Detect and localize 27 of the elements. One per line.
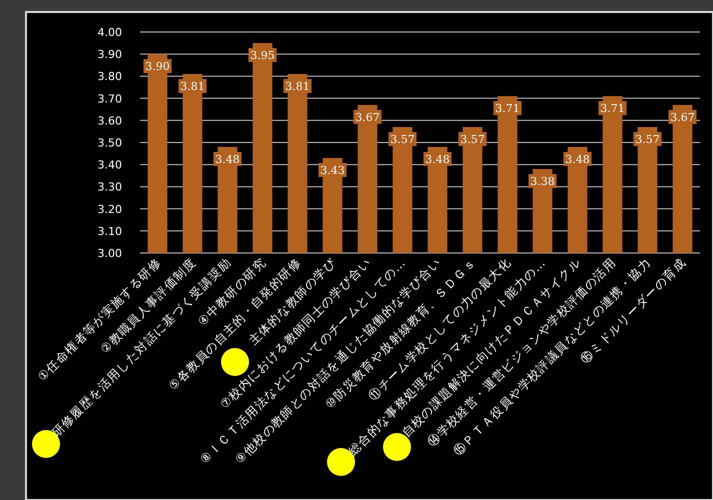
y-tick-label: 4.00 — [98, 26, 122, 39]
data-label: 3.57 — [635, 133, 660, 146]
data-label: 3.71 — [495, 102, 520, 116]
y-tick-label: 3.70 — [98, 92, 122, 106]
y-tick-label: 3.90 — [98, 48, 122, 62]
data-label: 3.43 — [320, 164, 345, 177]
y-tick-label: 3.00 — [98, 247, 122, 260]
data-label: 3.81 — [285, 80, 310, 93]
data-label: 3.38 — [530, 175, 555, 188]
data-label: 3.48 — [215, 152, 240, 166]
y-tick-label: 3.80 — [98, 70, 122, 84]
data-label: 3.48 — [565, 152, 590, 166]
data-label: 3.67 — [670, 110, 695, 124]
data-label: 3.67 — [355, 110, 380, 124]
data-label: 3.81 — [180, 80, 205, 93]
y-tick-label: 3.20 — [98, 202, 122, 216]
data-label: 3.71 — [600, 102, 625, 116]
y-tick-label: 3.50 — [98, 136, 122, 150]
data-label: 3.57 — [390, 133, 415, 146]
data-label: 3.95 — [250, 49, 275, 62]
data-label: 3.90 — [145, 60, 170, 74]
data-label: 3.48 — [425, 152, 450, 166]
data-label: 3.57 — [460, 133, 485, 146]
y-tick-label: 3.30 — [98, 180, 122, 194]
y-tick-label: 3.40 — [98, 158, 122, 172]
y-tick-label: 3.60 — [98, 114, 122, 128]
y-tick-label: 3.10 — [98, 224, 122, 238]
